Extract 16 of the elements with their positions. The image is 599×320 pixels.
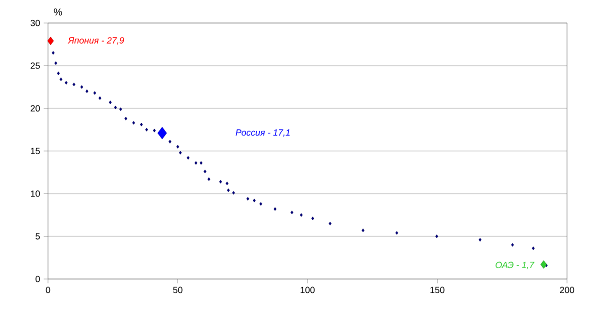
x-tick-label: 100 <box>300 286 315 294</box>
y-tick-label: 10 <box>30 190 40 197</box>
series-label: Япония - 27,9 <box>68 37 124 45</box>
x-tick-label: 0 <box>46 286 50 294</box>
series-label: ОАЭ - 1,7 <box>496 262 534 270</box>
y-tick-label: 0 <box>36 276 40 282</box>
text: Россия - 17,1 <box>236 129 290 137</box>
y-axis-title: % <box>54 8 62 16</box>
y-tick-label: 15 <box>30 148 40 154</box>
y-tick-label: 5 <box>36 233 40 240</box>
y-tick-label: 25 <box>30 62 40 69</box>
x-tick-label: 200 <box>560 286 574 294</box>
x-tick-label: 150 <box>430 286 444 294</box>
y-tick-label: 30 <box>30 20 40 26</box>
x-tick-label: 50 <box>173 286 182 294</box>
y-tick-label: 20 <box>30 105 40 112</box>
